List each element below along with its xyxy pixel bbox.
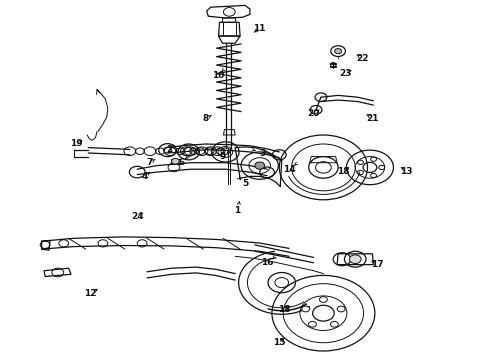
Circle shape	[172, 158, 179, 164]
Text: 10: 10	[212, 71, 224, 80]
Circle shape	[309, 321, 317, 327]
Text: 6: 6	[178, 158, 184, 167]
Text: 18: 18	[337, 166, 349, 175]
Text: 22: 22	[356, 54, 369, 63]
Text: 14: 14	[283, 165, 295, 174]
Circle shape	[349, 255, 361, 264]
Circle shape	[335, 49, 342, 54]
Circle shape	[302, 306, 310, 312]
Circle shape	[319, 297, 327, 302]
Text: 2: 2	[166, 145, 172, 154]
Text: 18: 18	[278, 305, 291, 314]
Text: 12: 12	[84, 289, 97, 298]
Text: 9: 9	[220, 152, 226, 161]
Text: 21: 21	[366, 113, 379, 122]
Text: 13: 13	[400, 166, 413, 175]
Text: 3: 3	[259, 149, 265, 158]
Text: 5: 5	[242, 179, 248, 188]
Text: 19: 19	[70, 139, 82, 148]
Text: 7: 7	[146, 158, 153, 167]
Circle shape	[330, 321, 338, 327]
Text: 23: 23	[339, 69, 352, 78]
Text: 15: 15	[273, 338, 286, 347]
Circle shape	[337, 306, 345, 312]
Text: 24: 24	[131, 212, 144, 221]
Text: 8: 8	[203, 114, 209, 123]
Text: 11: 11	[253, 24, 266, 33]
Text: 16: 16	[261, 258, 273, 267]
Circle shape	[255, 162, 265, 169]
Text: 17: 17	[371, 260, 384, 269]
Text: 4: 4	[141, 172, 148, 181]
Text: 1: 1	[235, 206, 241, 215]
Text: 20: 20	[307, 109, 320, 118]
